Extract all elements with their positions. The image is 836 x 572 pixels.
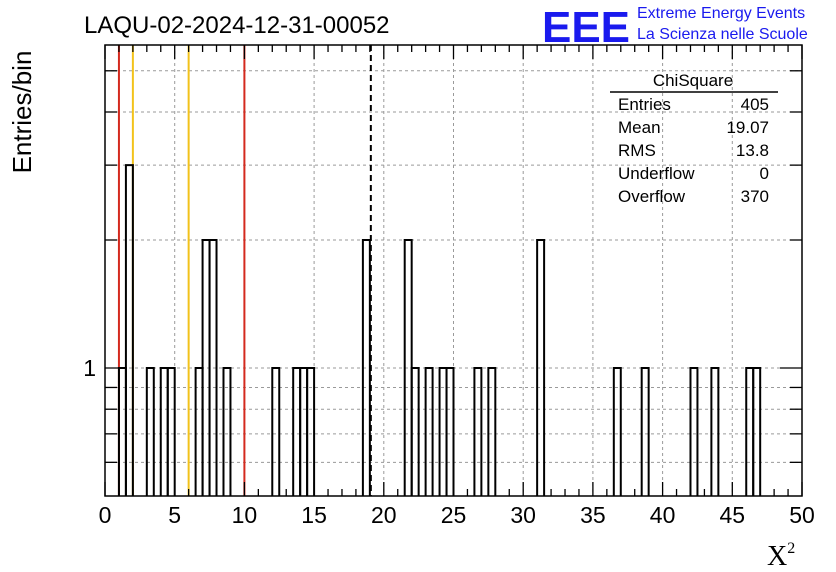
stats-value: 13.8	[736, 141, 769, 160]
stats-label: RMS	[618, 141, 656, 160]
histogram-bin	[536, 239, 546, 496]
histogram-bin	[473, 367, 483, 496]
stats-value: 370	[741, 187, 769, 206]
stats-label: Overflow	[618, 187, 686, 206]
x-tick-label: 0	[99, 502, 112, 528]
histogram-bin	[710, 367, 720, 496]
histogram-bars	[117, 164, 762, 496]
histogram-bin	[208, 239, 218, 496]
x-axis-title: X2	[767, 540, 795, 572]
histogram-bin	[222, 367, 232, 496]
histogram-bin	[166, 367, 176, 496]
x-tick-label: 5	[168, 502, 181, 528]
histogram-bin	[445, 367, 455, 496]
histogram-bin	[752, 367, 762, 496]
run-title: LAQU-02-2024-12-31-00052	[84, 12, 390, 39]
x-tick-label: 15	[301, 502, 327, 528]
project-name: Extreme Energy Events	[637, 5, 805, 22]
y-tick-label: 1	[83, 355, 96, 381]
stats-title: ChiSquare	[653, 71, 733, 90]
x-tick-label: 25	[441, 502, 467, 528]
histogram-bin	[145, 367, 155, 496]
stats-label: Mean	[618, 118, 661, 137]
x-tick-label: 45	[720, 502, 746, 528]
histogram-bin	[410, 367, 420, 496]
histogram-bin	[689, 367, 699, 496]
histogram-bin	[124, 164, 134, 496]
histogram-bin	[271, 367, 281, 496]
histogram-bin	[640, 367, 650, 496]
histogram-bin	[361, 239, 371, 496]
reference-lines	[117, 45, 372, 496]
stats-value: 405	[741, 95, 769, 114]
histogram-bin	[487, 367, 497, 496]
stats-rows: Entries 405 Mean 19.07 RMS 13.8 Underflow 0 Over…	[618, 95, 769, 206]
x-tick-label: 50	[789, 502, 815, 528]
histogram-bin	[612, 367, 622, 496]
tick-labels: 0 5 10 15 20 25 30 35 40 45 50 1	[83, 355, 815, 528]
x-tick-label: 20	[371, 502, 397, 528]
histogram-bin	[424, 367, 434, 496]
stats-label: Entries	[618, 95, 671, 114]
plot-frame	[104, 44, 803, 497]
project-subtitle: La Scienza nelle Scuole	[637, 26, 808, 43]
x-tick-label: 30	[510, 502, 536, 528]
stats-box: ChiSquare Entries 405 Mean 19.07 RMS 13.8 Unde…	[610, 71, 778, 206]
y-axis-title: Entries/bin	[7, 51, 37, 174]
stats-value: 0	[760, 164, 769, 183]
stats-label: Underflow	[618, 164, 695, 183]
stats-value: 19.07	[726, 118, 769, 137]
x-tick-label: 10	[232, 502, 258, 528]
histogram-bin	[306, 367, 316, 496]
x-tick-label: 35	[580, 502, 606, 528]
eee-logo: EEE	[542, 3, 630, 52]
x-tick-label: 40	[650, 502, 676, 528]
